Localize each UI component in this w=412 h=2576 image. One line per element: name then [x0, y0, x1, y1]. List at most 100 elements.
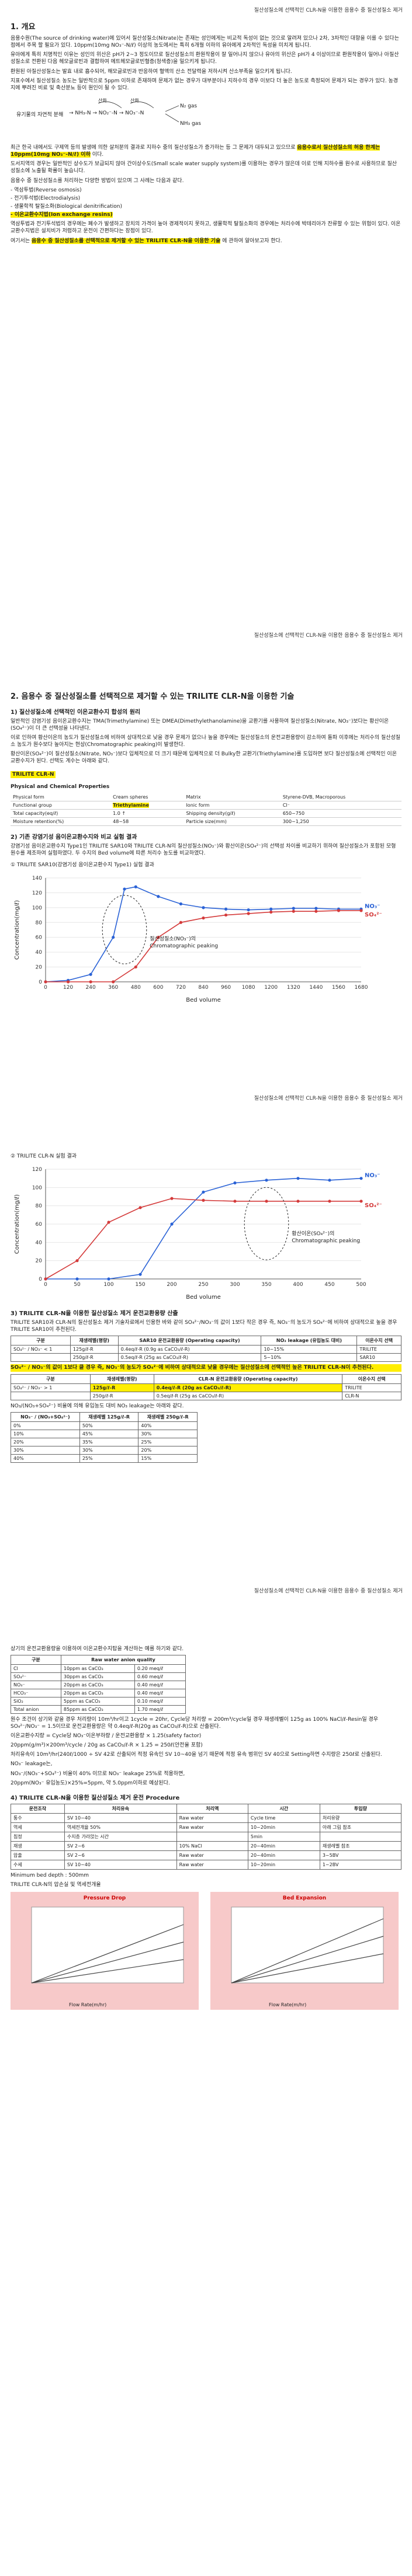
sar10-breakthrough-chart: 0 20 40 60 80 100 120 140 0 120 240 360 480 600 720 840… [14, 876, 382, 1003]
overview-paragraph-3: 환원된 아질산성질소는 발효 내로 흡수되어, 해모글로빈과 반응하여 혈액의 … [11, 68, 292, 75]
p9-text-a: 여기서는 [11, 238, 30, 244]
table-cell: 20ppm as CaCO₃ [60, 1680, 135, 1689]
overview-paragraph-2: 유아에게 특히 치명적인 이유는 성인의 위산은 pH가 2~3 정도이므로 질… [11, 52, 399, 65]
data-point [75, 1277, 79, 1281]
data-point [314, 909, 318, 913]
table-cell: 0.4eq/ℓ-R (0.9g as CaCO₃/ℓ-R) [117, 1345, 262, 1354]
table-cell: Ionic form [184, 801, 281, 810]
table-row: Functional group Triethylamine Ionic for… [11, 801, 401, 810]
table-cell: 10% [11, 1429, 80, 1438]
table-cell: 10~15% [261, 1345, 358, 1354]
data-point [139, 1273, 142, 1276]
table-cell: 역세 [11, 1822, 65, 1832]
overview-paragraph-9: 여기서는 음용수 중 질산성질소를 선택적으로 제거할 수 있는 TRILITE… [11, 238, 401, 245]
table-row: 250g/ℓ-R 0.5eq/ℓ-R (25g as CaCO₃/ℓ-R) 5~… [11, 1353, 401, 1362]
table-header-cell: 시간 [247, 1803, 320, 1814]
pressure-x-label: Flow Rate(m/hr) [69, 2002, 107, 2008]
series-label: SO₄²⁻ [365, 1202, 382, 1209]
table-cell: TRILITE [356, 1345, 401, 1354]
data-point [359, 1177, 363, 1180]
annotation-text: 질산성질소(NO₃⁻)의 [150, 935, 196, 942]
annotation-circle [244, 1187, 289, 1260]
comparison-paragraph: 강염기성 음이온교환수지 Type1인 TRILITE SAR10와 TRILI… [11, 843, 396, 856]
y-tick-label: 140 [32, 876, 42, 881]
table-header-row: NO₃⁻ / (NO₃+SO₄²⁻) 재생레벨 125g/ℓ-R 재생레벨 25… [11, 1411, 198, 1422]
data-point [265, 1200, 268, 1203]
bed-expansion-plot [231, 1906, 384, 1984]
data-point [89, 980, 92, 984]
x-tick-label: 150 [135, 1282, 145, 1288]
y-tick-label: 80 [36, 1204, 43, 1209]
page-footer: 질산성질소에 선택적인 CLR-N을 이용한 음용수 중 질산성질소 제거 [254, 1588, 403, 1594]
functional-group-highlight: Triethylamine [113, 802, 149, 808]
method-item-highlight: - 이온교환수지법(Ion exchange resins) [11, 211, 401, 218]
x-tick-label: 720 [176, 985, 186, 991]
table-header-row: 운전조작 처리유속 처리액 시간 투입량 [11, 1803, 402, 1814]
bed-expansion-title: Bed Expansion [282, 1895, 327, 1902]
p5-text-b: 이다. [92, 152, 104, 158]
table-cell: 수세 [11, 1859, 65, 1870]
data-point [224, 913, 228, 917]
table-cell: 0.60 meq/ℓ [134, 1672, 186, 1681]
table-cell: Functional group [11, 801, 111, 810]
table-cell [319, 1831, 402, 1842]
table-cell: SV 10~40 [64, 1812, 177, 1823]
data-point [44, 980, 47, 984]
example-paragraph-2: 원수 조건이 상기와 같을 경우 처리량이 10m³/hr이고 1cycle =… [11, 1716, 379, 1730]
x-tick-label: 0 [44, 1282, 47, 1288]
y-tick-label: 20 [36, 965, 43, 971]
table-cell: 25% [138, 1437, 198, 1446]
table-cell: 처리유량 [319, 1812, 402, 1823]
example-intro: 상기의 운전교환용량을 이용하여 이온교환수지탑을 계산하는 예를 하기와 같다… [11, 1646, 184, 1652]
table-cell: Cl [11, 1664, 61, 1673]
table-cell: 20~40min [247, 1850, 320, 1860]
series-label: NO₃⁻ [365, 903, 380, 909]
table-cell: 통수 [11, 1812, 65, 1823]
page-footer: 질산성질소에 선택적인 CLR-N을 이용한 음용수 중 질산성질소 제거 [254, 1095, 403, 1101]
table-cell: SO₄²⁻ / NO₃⁻ > 1 [11, 1383, 91, 1392]
y-tick-label: 120 [32, 1167, 42, 1173]
table-header-row: 구분 재생레벨(평량) SAR10 운전교환용량 (Operating capa… [11, 1336, 401, 1346]
x-tick-label: 960 [221, 985, 231, 991]
table-header-cell: 투입량 [319, 1803, 402, 1814]
overview-paragraph-4: 지표수에서 질산성질소 농도는 일반적으로 5ppm 이하로 존재하며 문제가 … [11, 78, 399, 91]
table-cell: 0.4eq/ℓ-R (20g as CaCO₃/ℓ-R) [153, 1383, 343, 1392]
table-cell: 10~20min [247, 1822, 320, 1832]
data-point [44, 1277, 47, 1281]
table-cell: 85ppm as CaCO₃ [60, 1704, 135, 1714]
table-cell [11, 1353, 71, 1362]
data-point [247, 912, 250, 915]
properties-title: Physical and Chemical Properties [11, 783, 110, 790]
p9-text-b: 에 관하여 알아보고자 한다. [222, 238, 282, 244]
experiment-1-title: ① TRILITE SAR10(강염기성 음이온교환수지 Type1) 실험 결… [11, 862, 154, 868]
table-cell: 0.10 meq/ℓ [134, 1696, 186, 1706]
table-header-row: 구분 Raw water anion quality [11, 1654, 186, 1665]
table-cell: TRILITE [342, 1383, 401, 1392]
annotation-text: 황산이온(SO₄²⁻)의 [292, 1231, 334, 1237]
table-row: NO₃⁻ 20ppm as CaCO₃ 0.40 meq/ℓ [11, 1680, 186, 1689]
table-row: Physical form Cream spheres Matrix Styre… [11, 793, 401, 801]
table-cell: SV 2~6 [64, 1841, 177, 1851]
table-cell: Total anion [11, 1704, 61, 1714]
data-point [107, 1221, 110, 1224]
organic-decomposition-label: 유기물의 자연적 분해 [16, 111, 64, 118]
x-tick-label: 1080 [242, 985, 255, 991]
y-tick-label: 20 [36, 1259, 43, 1264]
table-cell: 15% [138, 1453, 198, 1463]
table-header-cell: 이온수지 선택 [342, 1374, 401, 1384]
x-tick-label: 400 [293, 1282, 303, 1288]
table-header-cell: 처리액 [176, 1803, 248, 1814]
table-cell: 50% [79, 1421, 139, 1430]
properties-table: Physical form Cream spheres Matrix Styre… [11, 793, 401, 826]
data-point [170, 1197, 174, 1200]
data-point [314, 907, 318, 910]
table-cell: 0.40 meq/ℓ [134, 1680, 186, 1689]
y-tick-label: 40 [36, 950, 43, 956]
x-tick-label: 480 [131, 985, 141, 991]
table-cell: 20~40min [247, 1841, 320, 1851]
table-cell: Total capacity(eq/ℓ) [11, 809, 111, 818]
example-paragraph-5: 처리유속이 10m³/hr(240ℓ/1000 ÷ SV 42로 산출되어 적정… [11, 1752, 382, 1758]
y-axis-label: Concentration(mg/ℓ) [14, 900, 20, 960]
table-cell: 1.0 ↑ [110, 809, 184, 818]
data-point [265, 1179, 268, 1182]
